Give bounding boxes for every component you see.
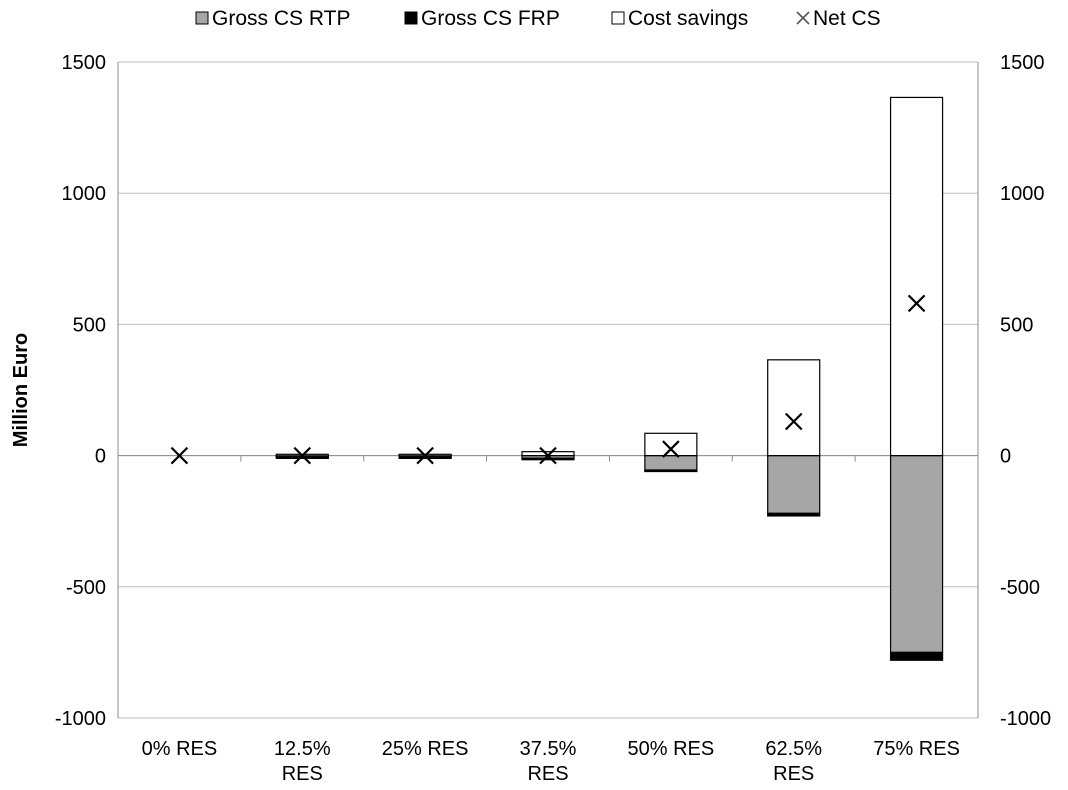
bar-gross-cs-frp <box>889 651 944 661</box>
bar-gross-cs-rtp <box>644 455 698 471</box>
legend-item: Cost savings <box>611 7 748 30</box>
net-cs-marker <box>416 446 434 465</box>
net-cs-marker-stroke <box>907 294 926 313</box>
x-tick-label: 12.5% <box>274 738 331 760</box>
net-cs-marker <box>293 446 312 465</box>
x-tick-label: RES <box>527 763 568 785</box>
x-tick-label: 50% RES <box>627 738 714 760</box>
net-cs-marker-stroke <box>293 446 312 465</box>
net-cs-marker-stroke <box>662 440 680 458</box>
legend: Gross CS RTP Gross CS FRP Cost savings Net … <box>195 7 881 30</box>
y-tick-label-left: -500 <box>66 577 106 599</box>
legend-label: Gross CS RTP <box>212 7 350 30</box>
y-tick-label-left: 0 <box>95 446 106 468</box>
net-cs-marker-stroke <box>170 446 189 465</box>
legend-item: Gross CS FRP <box>404 7 560 30</box>
x-tick-label: RES <box>282 763 323 785</box>
x-tick-label: 62.5% <box>765 738 822 760</box>
y-tick-label-right: -1000 <box>1000 708 1051 730</box>
y-axis-label: Million Euro <box>10 333 32 447</box>
x-tick-label: 75% RES <box>873 738 960 760</box>
y-tick-label-right: 0 <box>1000 446 1011 468</box>
y-tick-label-left: 1500 <box>62 52 107 74</box>
net-cs-markers <box>170 294 926 465</box>
bar-gross-cs-rtp <box>889 455 944 654</box>
y-tick-label-left: -1000 <box>55 708 106 730</box>
bar-cost-savings <box>767 359 821 457</box>
legend-swatch-x <box>796 11 810 25</box>
y-tick-label-right: 1000 <box>1000 183 1045 205</box>
x-tick-label: 25% RES <box>382 738 469 760</box>
bar-cost-savings <box>889 96 944 457</box>
y-tick-label-right: 1500 <box>1000 52 1045 74</box>
gridlines <box>118 61 978 719</box>
net-cs-marker <box>539 446 557 465</box>
net-cs-marker <box>907 294 926 313</box>
legend-swatch <box>195 11 209 25</box>
net-cs-marker-stroke <box>784 412 803 431</box>
y-axis-left-ticks: -1000 -500 0 500 1000 1500 <box>55 52 106 730</box>
legend-swatch <box>611 11 625 25</box>
net-cs-marker <box>170 446 189 465</box>
x-tick-label: RES <box>773 763 814 785</box>
bar-gross-cs-frp <box>521 457 575 461</box>
y-tick-label-left: 1000 <box>62 183 107 205</box>
y-axis-right-ticks: -1000 -500 0 500 1000 1500 <box>1000 52 1051 730</box>
net-cs-marker-stroke <box>539 446 557 465</box>
legend-item: Gross CS RTP <box>195 7 350 30</box>
bars <box>275 96 944 661</box>
x-axis-ticks: 0% RES 12.5% RES 25% RES 37.5% RES 50% RES 62.5… <box>142 738 960 785</box>
legend-label: Gross CS FRP <box>421 7 560 30</box>
legend-item: Net CS <box>796 7 881 30</box>
y-tick-label-left: 500 <box>73 314 106 336</box>
x-tick-label: 37.5% <box>520 738 577 760</box>
net-cs-marker-stroke <box>416 446 434 465</box>
bar-gross-cs-frp <box>767 512 821 517</box>
net-cs-marker <box>784 412 803 431</box>
x-tick-label: 0% RES <box>142 738 218 760</box>
legend-label: Cost savings <box>628 7 748 30</box>
bar-gross-cs-rtp <box>767 455 821 514</box>
y-tick-label-right: -500 <box>1000 577 1040 599</box>
bar-cost-savings <box>644 432 698 457</box>
net-cs-marker <box>662 440 680 458</box>
y-tick-label-right: 500 <box>1000 314 1033 336</box>
legend-label: Net CS <box>813 7 881 30</box>
axes <box>117 62 979 718</box>
legend-swatch <box>404 11 418 25</box>
bar-gross-cs-frp <box>644 469 698 473</box>
